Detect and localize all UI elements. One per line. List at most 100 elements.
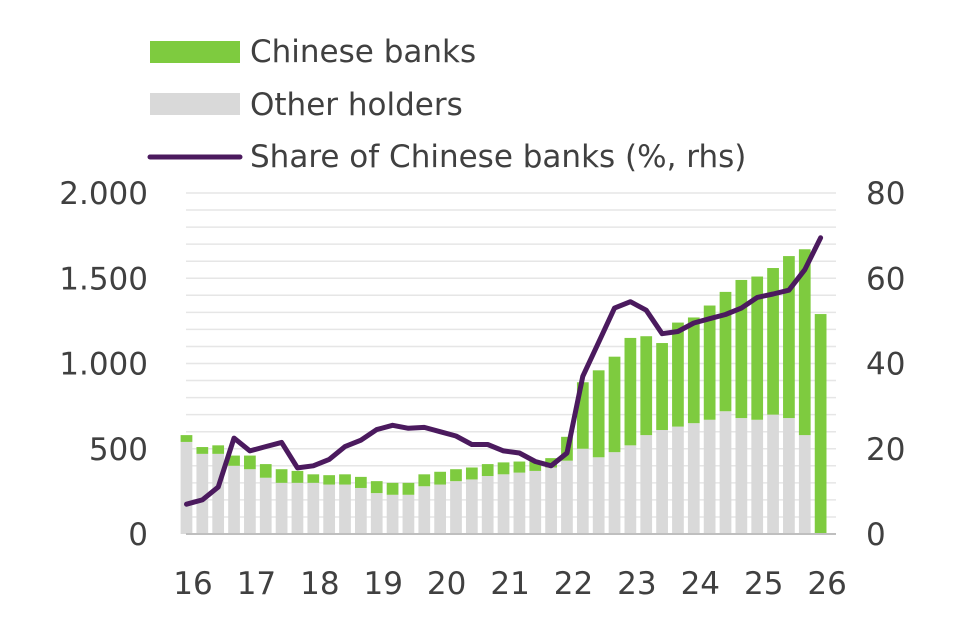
bar-chinese-banks — [355, 476, 367, 488]
bar-chinese-banks — [497, 462, 510, 475]
bar-chinese-banks — [307, 474, 320, 483]
bar-other-holders — [529, 470, 542, 534]
bar-other-holders — [687, 423, 700, 534]
bar-other-holders — [196, 453, 209, 534]
bar-other-holders — [513, 472, 526, 534]
bar-other-holders — [497, 474, 510, 534]
bar-chinese-banks — [783, 256, 795, 419]
bar-chinese-banks — [513, 461, 526, 473]
bar-other-holders — [307, 482, 320, 534]
bar-other-holders — [450, 481, 462, 534]
bars — [180, 249, 827, 534]
y-left-tick-label: 0 — [128, 517, 148, 553]
bar-chinese-banks — [386, 482, 399, 495]
bar-chinese-banks — [180, 435, 193, 442]
bar-other-holders — [180, 441, 193, 534]
y-left-tick-label: 1.500 — [59, 261, 148, 297]
x-tick-label: 21 — [490, 566, 529, 602]
bar-other-holders — [545, 467, 557, 534]
bar-other-holders — [608, 452, 621, 534]
y-right-tick-label: 80 — [866, 176, 905, 212]
x-tick-label: 20 — [427, 566, 466, 602]
x-tick-label: 19 — [364, 566, 403, 602]
y-left-tick-label: 1.000 — [59, 347, 148, 383]
x-tick-label: 25 — [744, 566, 783, 602]
bar-chinese-banks — [687, 317, 700, 424]
bar-chinese-banks — [576, 382, 589, 449]
bar-chinese-banks — [608, 356, 621, 453]
bar-other-holders — [656, 429, 668, 534]
bar-other-holders — [703, 419, 716, 534]
bar-other-holders — [275, 482, 288, 534]
y-right-tick-label: 40 — [866, 347, 905, 383]
bar-chinese-banks — [228, 455, 240, 466]
bar-chinese-banks — [624, 337, 637, 446]
bar-chinese-banks — [418, 474, 431, 487]
legend-label-other-holders: Other holders — [250, 87, 463, 123]
bar-other-holders — [576, 448, 589, 534]
bar-other-holders — [767, 414, 779, 534]
x-tick-label: 17 — [237, 566, 276, 602]
share-line-series — [184, 235, 824, 507]
bar-other-holders — [561, 460, 573, 534]
bar-chinese-banks — [735, 279, 748, 419]
bar-other-holders — [735, 418, 748, 534]
bar-other-holders — [339, 484, 351, 534]
bar-other-holders — [783, 418, 795, 534]
legend-label-share: Share of Chinese banks (%, rhs) — [250, 139, 746, 175]
bar-other-holders — [370, 493, 383, 534]
bar-chinese-banks — [656, 343, 668, 430]
bar-chinese-banks — [465, 467, 478, 480]
y-right-tick-label: 60 — [866, 261, 905, 297]
y-right-tick-label: 20 — [866, 432, 905, 468]
bar-chinese-banks — [212, 445, 225, 454]
y-left-tick-label: 500 — [89, 432, 148, 468]
bar-other-holders — [291, 482, 304, 534]
bar-chinese-banks — [640, 336, 653, 436]
bar-chinese-banks — [481, 464, 494, 477]
bar-chinese-banks — [434, 471, 446, 485]
x-tick-label: 24 — [681, 566, 720, 602]
bar-other-holders — [592, 457, 605, 534]
legend-swatch-chinese-banks — [150, 41, 240, 63]
y-left-tick-label: 2.000 — [59, 176, 148, 212]
bar-chinese-banks — [751, 276, 764, 420]
bar-other-holders — [259, 477, 272, 534]
bar-chinese-banks — [196, 447, 209, 454]
bar-other-holders — [212, 453, 225, 534]
bar-other-holders — [244, 469, 256, 534]
bar-other-holders — [402, 494, 415, 534]
bar-chinese-banks — [814, 314, 827, 534]
legend-label-chinese-banks: Chinese banks — [250, 34, 476, 70]
legend: Chinese banks Other holders Share of Chi… — [147, 34, 746, 175]
bar-chinese-banks — [291, 470, 304, 483]
y-right-tick-label: 0 — [866, 517, 886, 553]
bar-chinese-banks — [323, 475, 336, 485]
bar-other-holders — [355, 487, 367, 534]
bar-chinese-banks — [339, 474, 351, 485]
bar-chinese-banks — [719, 291, 732, 412]
bar-other-holders — [386, 494, 399, 534]
bar-chinese-banks — [672, 322, 684, 427]
x-tick-label: 23 — [617, 566, 656, 602]
bar-other-holders — [798, 435, 811, 534]
bar-other-holders — [672, 426, 684, 534]
bar-other-holders — [481, 476, 494, 534]
x-tick-label: 22 — [554, 566, 593, 602]
bar-chinese-banks — [275, 469, 288, 483]
axes: 0 500 1.000 1.500 2.000 0 20 40 60 80 16 17 18 19 20 21… — [59, 176, 905, 602]
bar-other-holders — [624, 445, 637, 534]
x-tick-label: 18 — [300, 566, 339, 602]
bar-chinese-banks — [259, 464, 272, 478]
bar-chinese-banks — [244, 455, 256, 470]
legend-swatch-other-holders — [150, 93, 240, 115]
bar-other-holders — [418, 486, 431, 534]
bar-chinese-banks — [767, 268, 779, 415]
x-tick-label: 16 — [173, 566, 212, 602]
bar-chinese-banks — [402, 482, 415, 495]
bar-other-holders — [719, 411, 732, 534]
bar-other-holders — [228, 465, 240, 534]
bar-other-holders — [751, 419, 764, 534]
bar-chinese-banks — [798, 249, 811, 436]
